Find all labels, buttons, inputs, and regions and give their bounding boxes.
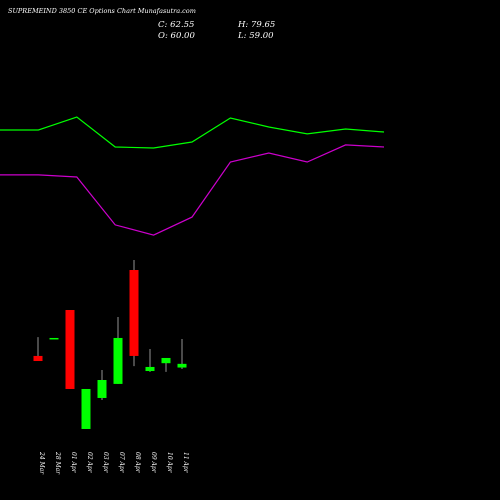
candle-body [145, 366, 155, 372]
candle-body [129, 270, 139, 356]
low-label: L: 59.00 [237, 31, 274, 41]
x-tick-label: 08 Apr [134, 452, 141, 474]
x-tick-label: 07 Apr [118, 452, 125, 474]
candle-body [177, 363, 187, 368]
indicator-line [0, 144, 385, 236]
close-label: C: 62.55 [158, 20, 194, 30]
candle-body [81, 388, 91, 429]
x-tick-label: 11 Apr [182, 452, 189, 474]
candle-body [49, 337, 59, 340]
x-tick-label: 28 Mar [54, 451, 61, 475]
candle-body [113, 337, 123, 384]
candle-body [97, 380, 107, 398]
x-tick-label: 24 Mar [38, 451, 45, 475]
x-tick-label: 01 Apr [70, 452, 77, 474]
candle-body [161, 357, 171, 364]
x-tick-label: 03 Apr [102, 452, 109, 474]
candle-body [65, 310, 75, 389]
candle-body [33, 355, 43, 362]
x-tick-label: 09 Apr [150, 452, 157, 474]
open-label: O: 60.00 [158, 31, 195, 41]
x-tick-label: 10 Apr [166, 452, 173, 474]
chart-title: SUPREMEIND 3850 CE Options Chart Munafas… [8, 7, 196, 15]
indicator-line [0, 116, 385, 149]
x-tick-label: 02 Apr [86, 452, 93, 474]
high-label: H: 79.65 [237, 20, 275, 30]
